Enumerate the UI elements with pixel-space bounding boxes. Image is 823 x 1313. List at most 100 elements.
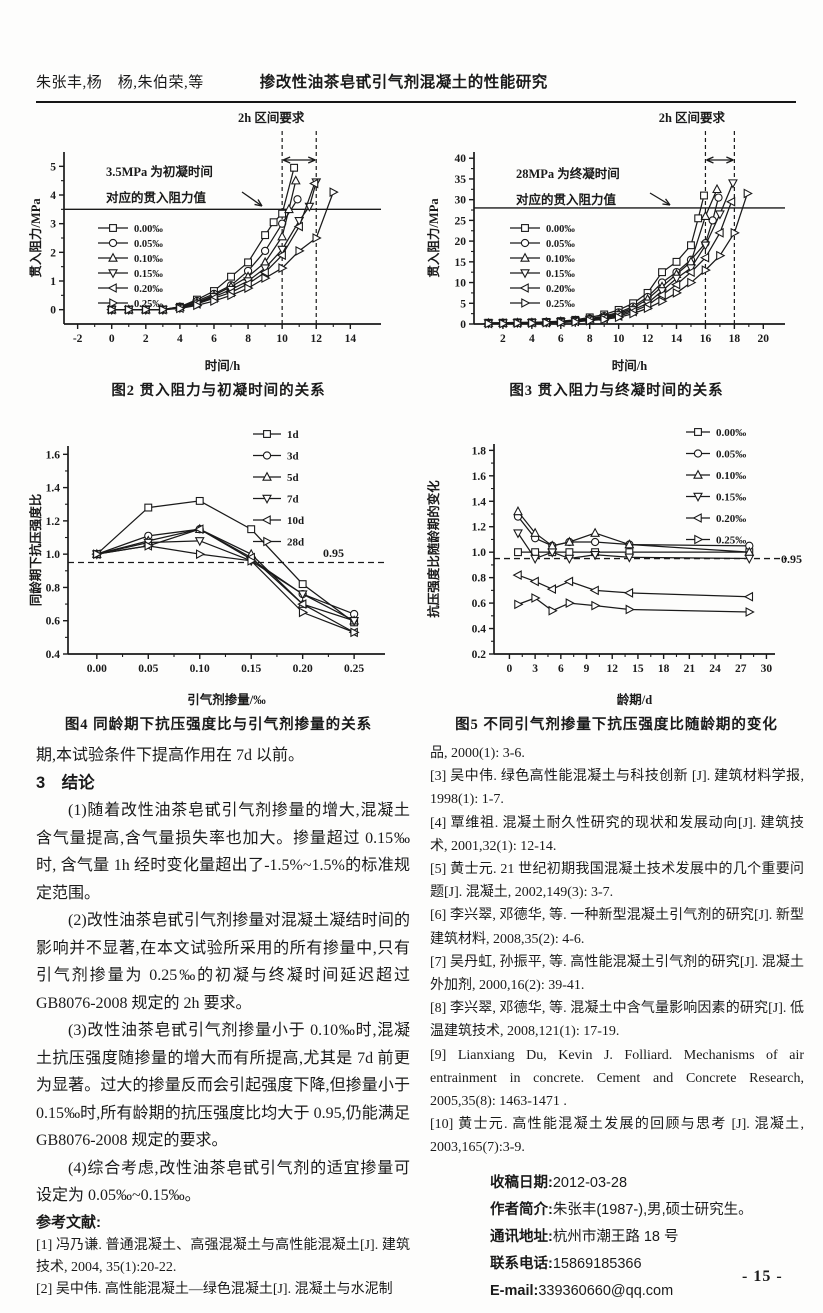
author-bio-value: 朱张丰(1987-),男,硕士研究生。 [552,1201,753,1218]
svg-text:0: 0 [507,663,513,675]
svg-text:0.00: 0.00 [87,663,107,675]
svg-text:0.15: 0.15 [241,663,261,675]
reference-item: [3] 吴中伟. 绿色高性能混凝土与科技创新 [J]. 建筑材料学报, 1998… [430,769,804,808]
svg-text:0.05: 0.05 [138,663,158,675]
svg-text:同龄期下抗压强度比: 同龄期下抗压强度比 [28,493,43,606]
svg-text:20: 20 [455,236,467,248]
svg-text:16: 16 [700,333,712,345]
authors-line: 朱张丰,杨 杨,朱伯荣,等 [36,75,204,91]
svg-text:0.00‰: 0.00‰ [546,224,575,235]
svg-text:0.20‰: 0.20‰ [546,284,575,295]
figure5-chart: 0.95 0 3 6 9 12 15 18 21 24 27 30 0.2 0.4 0.6 0.8 1.0 1.2… [426,427,802,707]
svg-text:1.2: 1.2 [472,522,487,534]
svg-text:0.20‰: 0.20‰ [134,284,163,295]
svg-text:引气剂掺量/‰: 引气剂掺量/‰ [187,692,266,707]
svg-text:15: 15 [632,663,644,675]
email-label: E-mail: [490,1282,539,1299]
svg-text:2h 区间要求: 2h 区间要求 [238,110,305,125]
svg-text:0.25‰: 0.25‰ [716,534,746,546]
svg-text:0.6: 0.6 [46,616,61,628]
svg-text:10: 10 [276,333,288,345]
svg-text:10: 10 [613,333,625,345]
conclusion-paragraph-2: (2)改性油茶皂甙引气剂掺量对混凝土凝结时间的影响并不显著,在本文试验所采用的所… [36,912,410,1012]
figure4-caption: 图4 同龄期下抗压强度比与引气剂掺量的关系 [64,717,373,733]
svg-text:0.15‰: 0.15‰ [716,491,746,503]
svg-text:10d: 10d [287,515,304,527]
conclusion-paragraph-4: (4)综合考虑,改性油茶皂甙引气剂的适宜掺量可设定为 0.05‰~0.15‰。 [36,1159,410,1205]
svg-text:0.95: 0.95 [323,546,344,560]
contact-block: 收稿日期:2012-03-28 作者简介:朱张丰(1987-),男,硕士研究生。… [430,1170,804,1305]
svg-text:0: 0 [460,319,466,331]
svg-text:时间/h: 时间/h [205,358,240,373]
svg-text:5: 5 [50,161,56,173]
svg-text:8: 8 [245,333,251,345]
conclusion-paragraph-1: (1)随着改性油茶皂甙引气剂掺量的增大,混凝土含气量提高,含气量损失率也加大。掺… [36,802,410,902]
running-title: 掺改性油茶皂甙引气剂混凝土的性能研究 [259,74,548,91]
svg-text:0.2: 0.2 [472,649,487,661]
reference-item: [5] 黄士元. 21 世纪初期我国混凝土技术发展中的几个重要问题[J]. 混凝… [430,862,804,901]
figure3-caption: 图3 贯入阻力与终凝时间的关系 [509,383,724,399]
svg-text:9: 9 [584,663,590,675]
figure-2: 2h 区间要求 -2 0 2 4 6 8 10 12 14 0 1 2 3 4 5 时间/h 贯入阻力/MPa 0.… [26,106,411,400]
svg-text:1: 1 [50,276,56,288]
svg-text:4: 4 [50,190,56,202]
svg-text:40: 40 [455,153,467,165]
svg-text:1.0: 1.0 [472,547,487,559]
text-columns: 期,本试验条件下提高作用在 7d 以前。 3 结论 (1)随着改性油茶皂甙引气剂… [36,742,804,1305]
svg-text:对应的贯入阻力值: 对应的贯入阻力值 [516,192,617,207]
svg-text:1.6: 1.6 [46,449,61,461]
phone-line: 联系电话:15869185366 [490,1251,804,1278]
svg-text:0.05‰: 0.05‰ [716,448,746,460]
svg-text:30: 30 [455,195,467,207]
page-number: - 15 - [742,1268,783,1285]
figure-3: 2h 区间要求 2 4 6 8 10 12 14 16 18 20 0 5 10 15 20 25 30 35 40 时… [424,106,809,400]
svg-text:35: 35 [455,174,467,186]
reference-item: [1] 冯乃谦. 普通混凝土、高强混凝土与高性能混凝土[J]. 建筑技术, 20… [36,1237,410,1275]
svg-text:27: 27 [735,663,747,675]
svg-text:14: 14 [671,333,683,345]
svg-text:0.8: 0.8 [46,582,61,594]
svg-text:8: 8 [587,333,593,345]
svg-text:12: 12 [606,663,618,675]
svg-text:0.10‰: 0.10‰ [134,254,163,265]
svg-text:时间/h: 时间/h [612,358,647,373]
svg-text:21: 21 [684,663,696,675]
page-header: 朱张丰,杨 杨,朱伯荣,等 掺改性油茶皂甙引气剂混凝土的性能研究 [36,70,796,103]
svg-text:7d: 7d [287,493,299,505]
reference-item: [2] 吴中伟. 高性能混凝土—绿色混凝土[J]. 混凝土与水泥制 [36,1281,393,1297]
reference-item: [9] Lianxiang Du, Kevin J. Folliard. Mec… [430,1047,804,1110]
svg-text:2: 2 [143,333,149,345]
svg-text:1.2: 1.2 [46,516,61,528]
reference-item: [7] 吴丹虹, 孙振平, 等. 高性能混凝土引气剂的研究[J]. 混凝土外加剂… [430,954,804,994]
figure3-chart: 2h 区间要求 2 4 6 8 10 12 14 16 18 20 0 5 10 15 20 25 30 35 40 时… [426,110,785,373]
email-line: E-mail:339360660@qq.com [490,1278,804,1305]
svg-text:3: 3 [532,663,538,675]
svg-text:0.05‰: 0.05‰ [546,239,575,250]
received-date-value: 2012-03-28 [552,1174,628,1191]
svg-text:25: 25 [455,215,467,227]
svg-text:4: 4 [177,333,183,345]
address-value: 杭州市潮王路 18 号 [552,1228,679,1245]
figure-4: 0.95 0.00 0.05 0.10 0.15 0.20 0.25 0.4 0.6 0.8 1.0… [26,420,411,734]
svg-text:0.4: 0.4 [46,649,61,661]
svg-text:对应的贯入阻力值: 对应的贯入阻力值 [106,190,207,205]
svg-text:28d: 28d [287,536,304,548]
svg-text:1.4: 1.4 [46,483,61,495]
svg-text:0.25: 0.25 [344,663,364,675]
svg-text:2: 2 [50,247,56,259]
svg-text:12: 12 [642,333,654,345]
received-date-line: 收稿日期:2012-03-28 [490,1170,804,1197]
svg-text:28MPa 为终凝时间: 28MPa 为终凝时间 [516,166,620,181]
svg-text:18: 18 [658,663,670,675]
svg-text:2h 区间要求: 2h 区间要求 [659,110,726,125]
svg-text:0.10: 0.10 [190,663,210,675]
svg-text:3.5MPa 为初凝时间: 3.5MPa 为初凝时间 [106,164,213,179]
svg-text:4: 4 [529,333,535,345]
svg-text:0.00‰: 0.00‰ [716,427,746,439]
svg-text:贯入阻力/MPa: 贯入阻力/MPa [426,198,441,278]
figure2-caption: 图2 贯入阻力与初凝时间的关系 [111,383,326,399]
svg-text:5d: 5d [287,472,299,484]
svg-text:0.15‰: 0.15‰ [134,269,163,280]
svg-text:0.95: 0.95 [781,552,802,566]
